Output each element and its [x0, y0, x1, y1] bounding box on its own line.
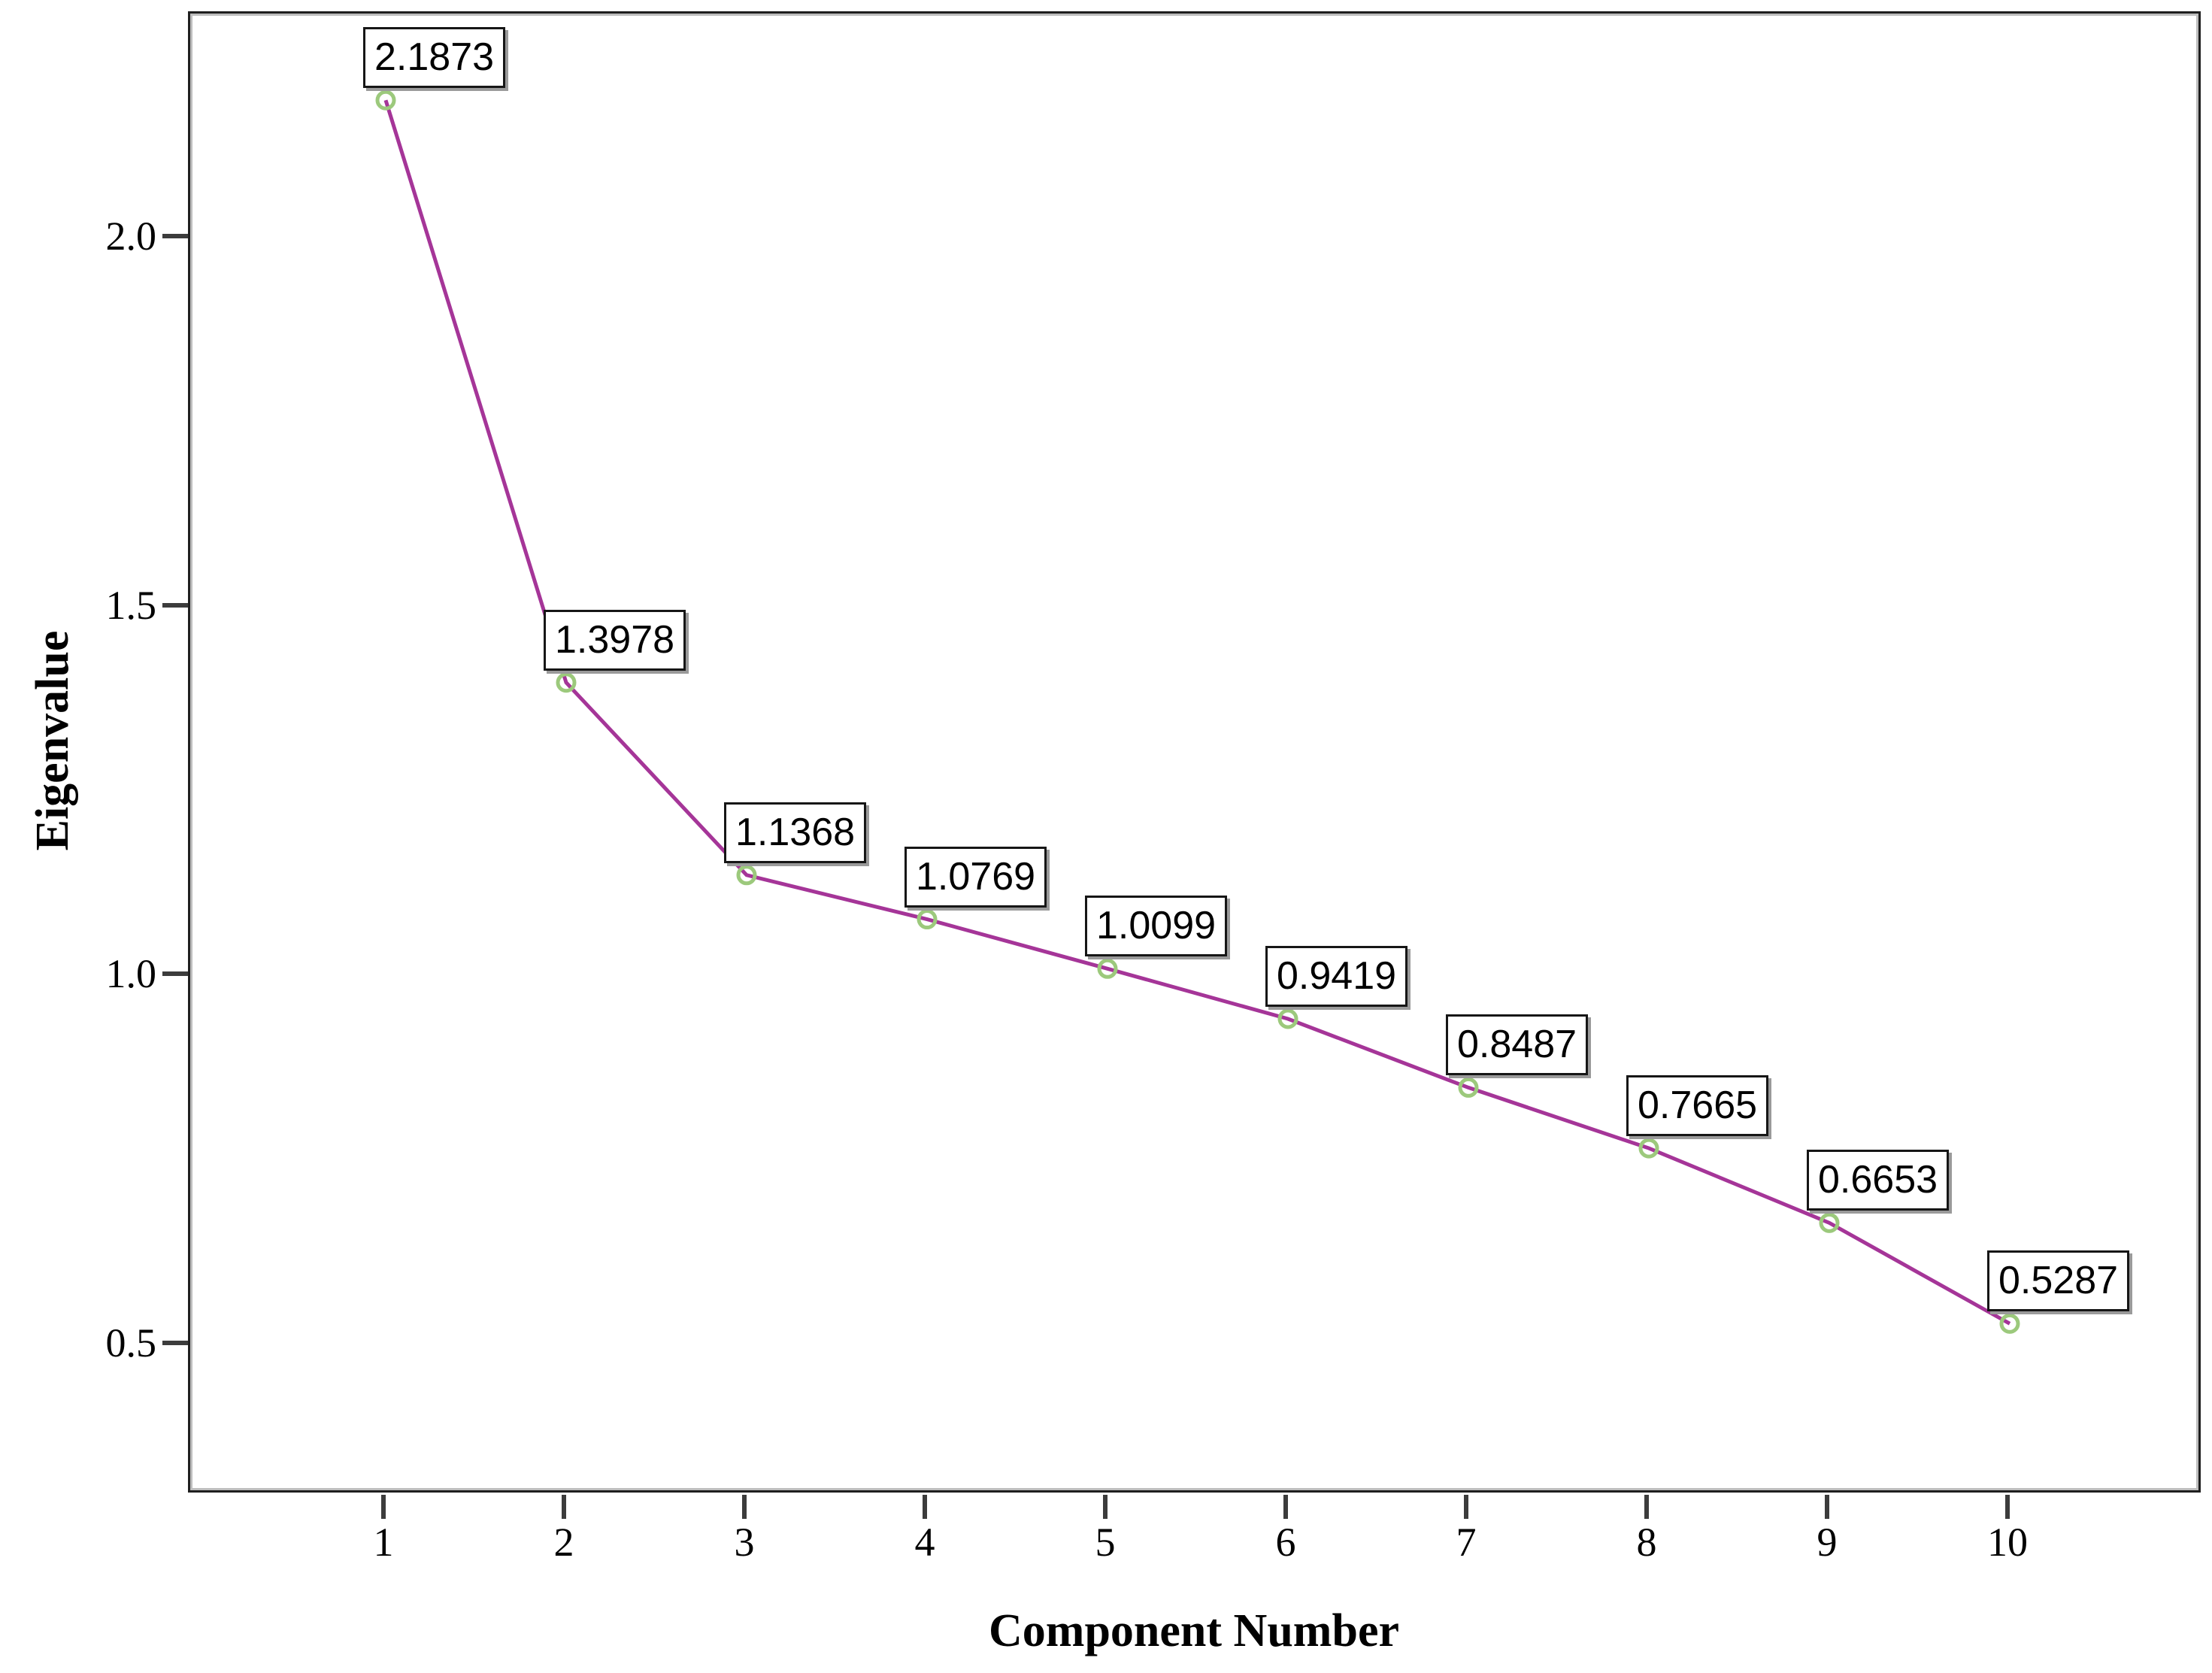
- data-point-marker: [556, 672, 577, 693]
- y-tick-label: 1.5: [105, 582, 157, 628]
- x-tick: [2005, 1495, 2010, 1519]
- y-tick-label: 2.0: [105, 214, 157, 259]
- data-point-marker: [1277, 1008, 1298, 1029]
- eigenvalue-line: [383, 99, 2011, 1326]
- x-axis-title: Component Number: [989, 1605, 1399, 1656]
- y-tick: [162, 971, 188, 976]
- plot-area: 2.1873 1.3978 1.1368 1.0769 1.0099 0.9419 0.84…: [188, 11, 2201, 1493]
- data-point-label: 0.7665: [1626, 1075, 1769, 1137]
- y-axis-title: Eigenvalue: [27, 630, 78, 851]
- data-point-marker: [1819, 1212, 1840, 1233]
- x-tick: [562, 1495, 566, 1519]
- x-tick-label: 10: [1987, 1520, 2028, 1565]
- data-point-label: 2.1873: [363, 27, 506, 89]
- x-tick: [1283, 1495, 1288, 1519]
- data-point-marker: [917, 909, 938, 930]
- x-tick: [1644, 1495, 1649, 1519]
- data-point-marker: [1638, 1138, 1659, 1159]
- data-point-label: 0.8487: [1446, 1014, 1589, 1076]
- plot-canvas: [375, 89, 2020, 1334]
- x-tick-label: 4: [914, 1520, 935, 1565]
- x-tick: [1464, 1495, 1468, 1519]
- x-tick-label: 8: [1636, 1520, 1657, 1565]
- x-tick: [923, 1495, 927, 1519]
- data-point-marker: [1458, 1077, 1479, 1098]
- y-tick-label: 0.5: [105, 1320, 157, 1365]
- y-tick-label: 1.0: [105, 951, 157, 996]
- data-point-marker: [1097, 958, 1118, 979]
- x-tick: [1103, 1495, 1108, 1519]
- data-point-label: 0.9419: [1265, 945, 1408, 1007]
- y-tick: [162, 602, 188, 608]
- data-point-label: 1.0769: [904, 846, 1047, 908]
- y-tick: [162, 1340, 188, 1345]
- data-point-marker: [736, 865, 757, 886]
- x-tick: [1825, 1495, 1829, 1519]
- y-tick: [162, 234, 188, 238]
- x-tick-label: 2: [553, 1520, 574, 1565]
- x-tick-label: 5: [1095, 1520, 1116, 1565]
- x-tick-label: 6: [1275, 1520, 1296, 1565]
- x-tick-label: 1: [373, 1520, 394, 1565]
- data-point-marker: [1999, 1313, 2020, 1334]
- x-tick-label: 7: [1456, 1520, 1477, 1565]
- data-point-label: 0.5287: [1987, 1250, 2130, 1312]
- x-tick: [381, 1495, 386, 1519]
- x-tick-label: 3: [734, 1520, 755, 1565]
- data-point-label: 1.1368: [724, 802, 867, 863]
- x-tick-label: 9: [1817, 1520, 1838, 1565]
- data-point-marker: [375, 89, 396, 111]
- data-point-label: 1.3978: [544, 609, 686, 671]
- data-point-label: 1.0099: [1085, 896, 1228, 957]
- x-tick: [742, 1495, 747, 1519]
- data-point-label: 0.6653: [1807, 1150, 1950, 1211]
